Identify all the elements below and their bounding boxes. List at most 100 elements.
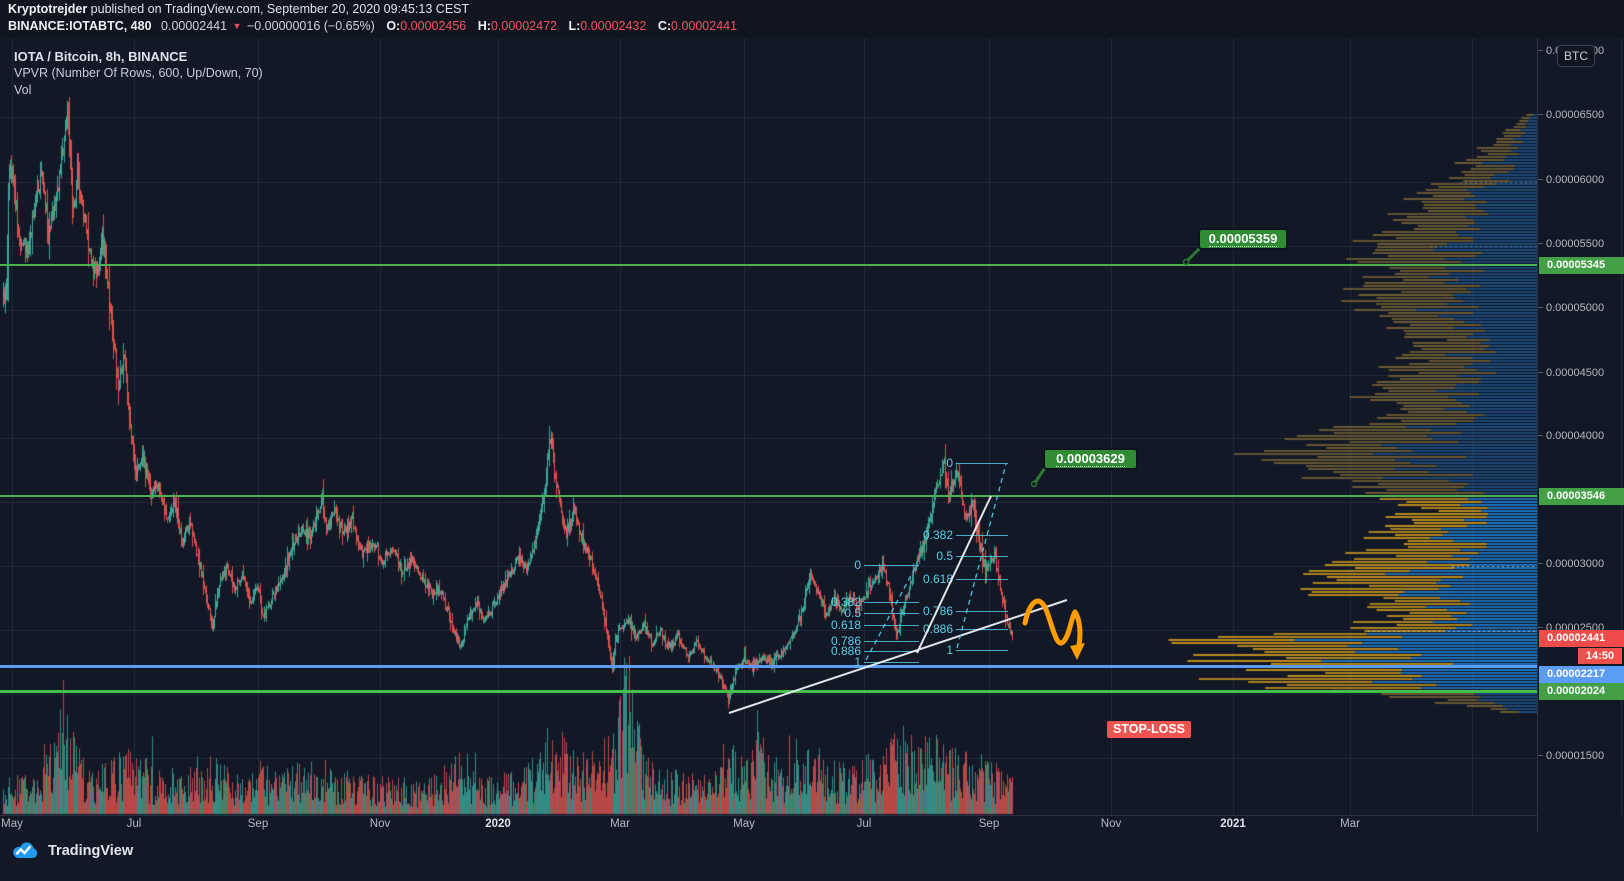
tradingview-cloud-icon <box>13 842 38 858</box>
axis-tick <box>1538 627 1543 628</box>
resistance-line-mid[interactable] <box>0 495 1537 497</box>
publish-date: published on TradingView.com, September … <box>87 2 470 16</box>
legend-vpvr-indicator[interactable]: VPVR (Number Of Rows, 600, Up/Down, 70) <box>14 66 263 80</box>
hand-drawn-arrow[interactable] <box>1022 598 1083 648</box>
axis-tick <box>1538 307 1543 308</box>
fib-retracement-large-line-0[interactable] <box>956 463 1008 464</box>
axis-tick <box>1538 243 1543 244</box>
fib-retracement-small-label-0.886: 0.886 <box>830 644 861 658</box>
fib-retracement-large-line-0.618[interactable] <box>956 579 1008 580</box>
open-value: 0.00002456 <box>400 19 467 33</box>
price-axis-tag: 0.00005345 <box>1539 257 1624 274</box>
axis-tick <box>1538 755 1543 756</box>
fib-retracement-large-label-0: 0 <box>946 456 953 470</box>
time-axis-label: Jul <box>126 818 142 830</box>
low-label: L: <box>568 19 581 33</box>
price-axis-label: 0.00004500 <box>1538 367 1624 379</box>
fib-retracement-small-label-0.786: 0.786 <box>830 634 861 648</box>
fib-retracement-large-label-1: 1 <box>946 643 953 657</box>
currency-unit-button[interactable]: BTC <box>1557 45 1595 67</box>
fib-retracement-large-trendline[interactable] <box>956 463 1007 649</box>
chart-pane[interactable]: 0 0.382 0.5 0.618 0.786 0.886 1 0 0.382 0.5 0.618 0… <box>0 38 1537 815</box>
fib-retracement-large-label-0.382: 0.382 <box>922 528 953 542</box>
axis-tick <box>1538 435 1543 436</box>
low-value: 0.00002432 <box>580 19 647 33</box>
price-axis-tag: 0.00002441 <box>1539 630 1624 647</box>
time-axis-label: May <box>733 818 755 830</box>
price-axis-label: 0.00005500 <box>1538 238 1624 250</box>
tradingview-logo[interactable]: TradingView <box>10 841 133 861</box>
axis-tick <box>1538 563 1543 564</box>
fib-retracement-small-label-0: 0 <box>854 558 861 572</box>
price-axis-label: 0.00003000 <box>1538 558 1624 570</box>
axis-tick <box>1538 372 1543 373</box>
fib-retracement-large-line-0.786[interactable] <box>956 611 1008 612</box>
open-label: O: <box>386 19 401 33</box>
publish-info: Kryptotrejder published on TradingView.c… <box>8 2 469 16</box>
time-axis-label: Jul <box>856 818 872 830</box>
author-name: Kryptotrejder <box>8 2 88 16</box>
fib-retracement-large-label-0.5: 0.5 <box>936 549 953 563</box>
price-axis-label: 0.00004000 <box>1538 430 1624 442</box>
fib-retracement-small-line-0[interactable] <box>864 565 919 566</box>
trendline-support-long[interactable] <box>728 599 1068 714</box>
time-axis-label: Sep <box>978 818 1000 830</box>
fib-retracement-large-line-0.886[interactable] <box>956 629 1008 630</box>
price-axis-label: 0.00006500 <box>1538 109 1624 121</box>
symbol-name: BINANCE:IOTABTC, 480 <box>8 19 152 33</box>
close-value: 0.00002441 <box>671 19 738 33</box>
time-axis-label: May <box>1 818 23 830</box>
fib-retracement-small-label-0.382: 0.382 <box>830 595 861 609</box>
price-axis-tag: 0.00002024 <box>1539 683 1624 700</box>
axis-tick <box>1538 50 1543 51</box>
price-callout-label[interactable]: 0.00005359 <box>1198 228 1288 250</box>
time-axis[interactable]: May Jul Sep Nov 2020 Mar May Jul Sep Nov 2021 Mar <box>0 815 1624 833</box>
time-axis-label: Nov <box>1100 818 1122 830</box>
trendline-support-steep[interactable] <box>916 495 992 654</box>
fib-retracement-large-line-1[interactable] <box>956 650 1008 651</box>
hand-drawn-arrowhead <box>1070 643 1085 660</box>
price-axis-tag: 0.00003546 <box>1539 488 1624 505</box>
price-axis-label: 0.00001500 <box>1538 750 1624 762</box>
time-axis-label: Nov <box>369 818 391 830</box>
fib-retracement-large-line-0.382[interactable] <box>956 535 1008 536</box>
support-line-green[interactable] <box>0 690 1537 693</box>
stop-loss-label[interactable]: STOP-LOSS <box>1107 721 1192 738</box>
price-callout-label[interactable]: 0.00003629 <box>1043 448 1138 470</box>
footer: TradingView <box>0 833 1624 881</box>
support-line-blue[interactable] <box>0 665 1537 668</box>
fib-retracement-small-line-0.5[interactable] <box>864 613 919 614</box>
fib-retracement-large-label-0.618: 0.618 <box>922 572 953 586</box>
price-axis-edge <box>1621 38 1622 815</box>
fib-retracement-small-line-0.618[interactable] <box>864 625 919 626</box>
symbol-status-line: BINANCE:IOTABTC, 480 0.00002441 ▼ −0.000… <box>8 19 737 33</box>
time-axis-label: Sep <box>247 818 269 830</box>
time-axis-label: 2020 <box>485 818 511 830</box>
price-axis-label: 0.00006000 <box>1538 174 1624 186</box>
fib-retracement-small-line-1[interactable] <box>864 662 919 663</box>
fib-retracement-small-trendline[interactable] <box>865 565 917 661</box>
time-axis-label: 2021 <box>1220 818 1246 830</box>
drawings-overlay <box>728 246 1202 714</box>
resistance-line-upper[interactable] <box>0 264 1537 266</box>
bar-countdown-timer: 14:50 <box>1578 648 1622 664</box>
high-label: H: <box>477 19 491 33</box>
close-label: C: <box>657 19 672 33</box>
time-axis-label: Mar <box>1340 818 1360 830</box>
price-axis[interactable]: 0.000070000.000065000.000060000.00005500… <box>1537 38 1624 833</box>
axis-tick <box>1538 179 1543 180</box>
fib-retracement-small-line-0.886[interactable] <box>864 651 919 652</box>
legend-volume-indicator[interactable]: Vol <box>14 83 32 97</box>
chart-legend: IOTA / Bitcoin, 8h, BINANCE VPVR (Number… <box>14 48 263 99</box>
price-axis-label: 0.00005000 <box>1538 302 1624 314</box>
down-arrow-icon: ▼ <box>232 21 242 31</box>
legend-symbol[interactable]: IOTA / Bitcoin, 8h, BINANCE <box>14 49 188 64</box>
price-callout-text: 0.00003629 <box>1056 451 1125 467</box>
fib-retracement-small-label-0.618: 0.618 <box>830 618 861 632</box>
callout-tail-0 <box>1184 246 1202 264</box>
fib-retracement-small-line-0.786[interactable] <box>864 641 919 642</box>
fib-retracement-small-line-0.382[interactable] <box>864 602 919 603</box>
price-chart-canvas[interactable] <box>0 38 1537 815</box>
last-price: 0.00002441 <box>161 19 228 33</box>
price-change: −0.00000016 (−0.65%) <box>246 19 375 33</box>
